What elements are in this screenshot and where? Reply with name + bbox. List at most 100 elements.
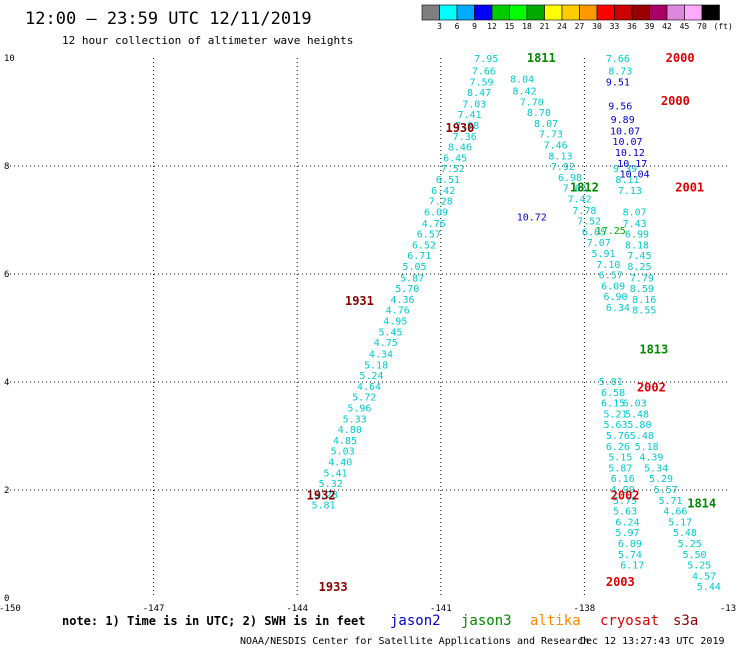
wave-height-point: 8.25 bbox=[627, 262, 651, 273]
wave-height-point: 8.70 bbox=[527, 108, 551, 119]
wave-height-point: 5.05 bbox=[402, 262, 426, 273]
wave-height-point: 4.76 bbox=[386, 306, 410, 317]
colorbar-swatch bbox=[684, 4, 703, 21]
x-tick-label: -13 bbox=[720, 604, 736, 614]
wave-height-point: 7.45 bbox=[627, 251, 651, 262]
wave-height-point: 6.03 bbox=[623, 399, 647, 410]
legend-jason3: jason3 bbox=[461, 613, 512, 629]
wave-height-point: 6.99 bbox=[625, 230, 649, 241]
colorbar-swatch bbox=[491, 4, 510, 21]
wave-height-point: 5.44 bbox=[697, 582, 721, 593]
wave-height-point: 5.71 bbox=[659, 496, 683, 507]
colorbar-label: 9 bbox=[472, 22, 477, 31]
wave-height-point: 10.17 bbox=[617, 159, 647, 170]
wave-height-point: 5.32 bbox=[319, 479, 343, 490]
wave-height-point: 7.52 bbox=[441, 164, 465, 175]
wave-height-point: 5.57 bbox=[654, 485, 678, 496]
wave-height-point: 6.51 bbox=[436, 175, 460, 186]
colorbar-swatch bbox=[474, 4, 493, 21]
y-tick-label: 2 bbox=[4, 486, 9, 496]
pass-time-label: 1931 bbox=[345, 294, 374, 308]
wave-height-point: 7.78 bbox=[572, 206, 596, 217]
satellite-legend: jason2 jason3 altika cryosat s3a bbox=[390, 613, 698, 629]
wave-height-point: 8.11 bbox=[615, 175, 639, 186]
wave-height-point: 5.48 bbox=[630, 431, 654, 442]
wave-height-point: 4.76 bbox=[422, 219, 446, 230]
wave-height-point: 9.51 bbox=[606, 77, 630, 88]
axis-ticks: -150 -147 -144 -141 -138 -13 0 2 4 6 8 10 bbox=[0, 54, 736, 614]
wave-height-point: 5.33 bbox=[343, 414, 367, 425]
wave-height-point: 7.66 bbox=[606, 54, 630, 65]
wave-height-point: 6.34 bbox=[606, 303, 630, 314]
y-tick-label: 0 bbox=[4, 594, 9, 604]
colorbar-label: 24 bbox=[557, 22, 567, 31]
colorbar-swatch bbox=[421, 4, 440, 21]
wave-height-point: 7.42 bbox=[568, 194, 592, 205]
colorbar-label: 3 bbox=[437, 22, 442, 31]
wave-height-point: 6.16 bbox=[611, 474, 635, 485]
colorbar-label: 45 bbox=[680, 22, 690, 31]
wave-height-point: 7.66 bbox=[472, 67, 496, 78]
wave-height-point: 8.47 bbox=[467, 88, 491, 99]
wave-height-point: 5.91 bbox=[591, 249, 615, 260]
wave-height-point: 6.42 bbox=[431, 186, 455, 197]
wave-height-point: 6.52 bbox=[412, 240, 436, 251]
colorbar-swatch bbox=[456, 4, 475, 21]
wave-height-point: 5.17 bbox=[668, 517, 692, 528]
pass-time-label: 1932 bbox=[307, 488, 336, 502]
wave-height-point: 6.15 bbox=[601, 399, 625, 410]
wave-height-point: 10.07 bbox=[610, 126, 640, 137]
pass-time-label: 1812 bbox=[570, 181, 599, 195]
wave-height-point: 8.07 bbox=[534, 119, 558, 130]
colorbar-unit: (ft) bbox=[714, 22, 733, 31]
wave-height-point: 5.72 bbox=[352, 393, 376, 404]
x-tick-label: -147 bbox=[143, 604, 165, 614]
wave-height-point: 4.95 bbox=[383, 317, 407, 328]
wave-height-point: 5.25 bbox=[687, 561, 711, 572]
wave-height-point: 7.03 bbox=[462, 99, 486, 110]
wave-height-point: 4.75 bbox=[374, 338, 398, 349]
pass-time-label: 1814 bbox=[687, 497, 716, 511]
wave-height-point: 5.63 bbox=[613, 507, 637, 518]
colorbar-label: 42 bbox=[662, 22, 672, 31]
wave-height-point: 8.07 bbox=[623, 207, 647, 218]
x-tick-label: -141 bbox=[430, 604, 452, 614]
wave-height-point: 5.34 bbox=[644, 463, 668, 474]
wave-height-point: 4.64 bbox=[357, 382, 381, 393]
colorbar-label: 15 bbox=[505, 22, 515, 31]
wave-height-point: 9.89 bbox=[611, 115, 635, 126]
wave-height-point: 5.28 bbox=[314, 490, 338, 501]
wave-height-point: 5.21 bbox=[603, 409, 627, 420]
legend-s3a: s3a bbox=[673, 613, 698, 629]
wave-height-point: 5.25 bbox=[678, 539, 702, 550]
wave-height-point: 4.57 bbox=[692, 571, 716, 582]
wave-height-point: 7.07 bbox=[587, 238, 611, 249]
chart-subtitle: 12 hour collection of altimeter wave hei… bbox=[62, 34, 353, 47]
credit-text: NOAA/NESDIS Center for Satellite Applica… bbox=[240, 636, 589, 647]
legend-altika: altika bbox=[530, 613, 581, 629]
wave-height-point: 6.26 bbox=[606, 442, 630, 453]
wave-height-point: 4.40 bbox=[328, 457, 352, 468]
wave-height-point: 6.71 bbox=[407, 251, 431, 262]
wave-height-point: 5.75 bbox=[613, 496, 637, 507]
wave-height-point: 7.95 bbox=[474, 54, 498, 65]
y-tick-label: 6 bbox=[4, 270, 9, 280]
pass-time-label: 2000 bbox=[666, 51, 695, 65]
wave-height-point: 9.56 bbox=[608, 102, 632, 113]
pass-time-label: 2003 bbox=[606, 575, 635, 589]
x-tick-label: -150 bbox=[0, 604, 21, 614]
wave-height-point: 4.80 bbox=[338, 425, 362, 436]
pass-time-label: 1813 bbox=[639, 343, 668, 357]
colorbar-swatch bbox=[596, 4, 615, 21]
wave-height-point: 6.09 bbox=[601, 281, 625, 292]
wave-height-point: 5.48 bbox=[673, 528, 697, 539]
colorbar-swatch bbox=[579, 4, 598, 21]
wave-height-point: 5.70 bbox=[395, 284, 419, 295]
pass-time-label: 2002 bbox=[637, 380, 666, 394]
colorbar-label: 33 bbox=[610, 22, 620, 31]
wave-height-point: 5.45 bbox=[378, 327, 402, 338]
pass-time-label: 2002 bbox=[611, 488, 640, 502]
wave-height-point: 7.79 bbox=[630, 273, 654, 284]
wave-height-point: 10.12 bbox=[615, 148, 645, 159]
